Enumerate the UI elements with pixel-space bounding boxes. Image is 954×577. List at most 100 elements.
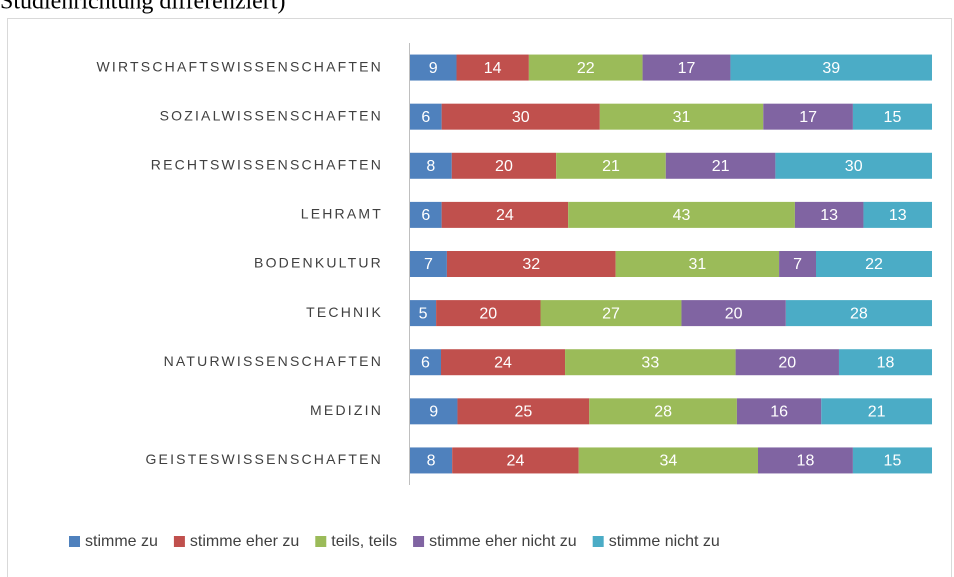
data-label: 6 (421, 354, 430, 371)
bar-segment (568, 201, 795, 228)
chart-title: Studienrichtung differenziert) (0, 0, 285, 15)
data-label: 6 (421, 109, 430, 126)
category-label: SOZIALWISSENSCHAFTEN (160, 107, 383, 123)
legend-label: stimme zu (85, 533, 158, 550)
bar-segment (436, 300, 541, 327)
data-label: 22 (577, 60, 595, 77)
bar-segment (410, 300, 437, 327)
data-label: 16 (770, 404, 788, 421)
data-label: 28 (654, 404, 672, 421)
legend-swatch (69, 536, 80, 547)
bar-segment (863, 201, 932, 228)
data-label: 20 (725, 305, 743, 322)
data-label: 24 (494, 354, 512, 371)
bar-segment (736, 398, 822, 425)
bar-segment (730, 54, 932, 81)
bar-segment (556, 152, 666, 179)
data-label: 21 (602, 158, 620, 175)
legend-label: stimme eher nicht zu (429, 533, 577, 550)
data-label: 20 (778, 354, 796, 371)
data-label: 14 (484, 60, 502, 77)
category-label: TECHNIK (306, 304, 383, 320)
data-label: 20 (495, 158, 513, 175)
bar-segment (599, 103, 764, 130)
data-label: 7 (793, 256, 802, 273)
data-label: 5 (419, 305, 428, 322)
bar-segment (785, 300, 932, 327)
data-label: 24 (507, 453, 525, 470)
bar-segment (410, 54, 457, 81)
data-label: 13 (889, 207, 907, 224)
bar-segment (410, 201, 442, 228)
data-label: 18 (877, 354, 895, 371)
bar-segment (540, 300, 682, 327)
data-label: 31 (688, 256, 706, 273)
category-label: NATURWISSENSCHAFTEN (164, 353, 383, 369)
data-label: 31 (673, 109, 691, 126)
data-label: 32 (522, 256, 540, 273)
bar-segment (578, 447, 758, 474)
bar-segment (642, 54, 731, 81)
chart-frame (7, 18, 952, 577)
bar-segment (735, 349, 839, 376)
bar-segment (794, 201, 864, 228)
bar-segment (410, 103, 442, 130)
data-label: 18 (797, 453, 815, 470)
legend-label: teils, teils (331, 533, 397, 550)
data-label: 17 (678, 60, 696, 77)
category-label: LEHRAMT (301, 206, 383, 222)
data-label: 21 (712, 158, 730, 175)
bar-segment (821, 398, 932, 425)
data-label: 30 (512, 109, 530, 126)
bar-segment (446, 251, 616, 277)
data-label: 6 (421, 207, 430, 224)
data-label: 13 (820, 207, 838, 224)
data-label: 8 (427, 453, 436, 470)
bar-segment (528, 54, 643, 81)
bar-segment (456, 54, 529, 81)
bar-segment (758, 447, 853, 474)
category-label: BODENKULTUR (254, 255, 383, 271)
bar-segment (410, 251, 447, 277)
bar-segment (589, 398, 737, 425)
bar-segment (852, 447, 932, 474)
category-label: RECHTSWISSENSCHAFTEN (151, 156, 383, 172)
legend-swatch (413, 536, 425, 547)
data-label: 33 (641, 354, 659, 371)
data-label: 7 (424, 256, 433, 273)
data-label: 27 (602, 305, 620, 322)
category-label: WIRTSCHAFTSWISSENSCHAFTEN (96, 58, 383, 74)
data-label: 22 (865, 256, 883, 273)
bar-segment (665, 152, 776, 179)
data-label: 20 (479, 305, 497, 322)
category-label: GEISTESWISSENSCHAFTEN (145, 451, 383, 467)
legend-swatch (592, 536, 604, 547)
category-label: MEDIZIN (310, 402, 383, 418)
legend-label: stimme nicht zu (609, 533, 720, 550)
bar-segment (441, 103, 600, 130)
bar-segment (410, 349, 442, 376)
legend-swatch (315, 536, 327, 547)
bar-segment (441, 201, 569, 228)
data-label: 9 (429, 404, 438, 421)
legend-swatch (173, 536, 185, 547)
bar-segment (681, 300, 786, 327)
data-label: 34 (659, 453, 677, 470)
data-label: 25 (514, 404, 532, 421)
data-label: 17 (799, 109, 817, 126)
data-label: 24 (496, 207, 514, 224)
data-label: 15 (884, 453, 902, 470)
bar-segment (457, 398, 590, 425)
legend-label: stimme eher zu (190, 533, 299, 550)
data-label: 28 (850, 305, 868, 322)
data-label: 8 (426, 158, 435, 175)
bar-segment (838, 349, 932, 376)
bar-segment (410, 152, 452, 179)
bar-segment (779, 251, 816, 277)
bar-segment (452, 447, 579, 474)
bar-segment (410, 398, 458, 425)
bar-segment (441, 349, 566, 376)
data-label: 39 (822, 60, 840, 77)
bar-segment (816, 251, 932, 277)
